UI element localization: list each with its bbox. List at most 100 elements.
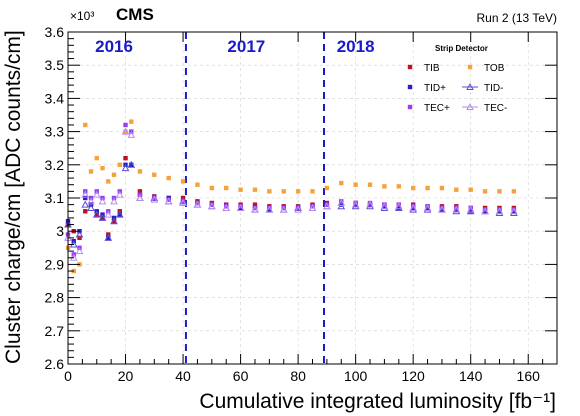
legend-entry-TEC-: TEC- (462, 102, 507, 114)
x-tick-label: 60 (233, 368, 249, 384)
data-point (110, 217, 118, 225)
data-point (87, 203, 95, 211)
data-point (127, 130, 136, 138)
data-point (425, 204, 430, 209)
data-point (511, 189, 517, 194)
x-tick-label: 120 (401, 368, 425, 384)
data-point (224, 204, 229, 209)
data-point (195, 182, 200, 187)
data-point (366, 200, 374, 208)
data-point (117, 162, 122, 167)
y-axis-title: Cluster charge/cm [ADC counts/cm] (2, 30, 25, 364)
data-point (410, 204, 416, 209)
data-point (136, 193, 144, 201)
run-label: Run 2 (13 TeV) (477, 11, 558, 25)
data-point (324, 202, 330, 207)
legend-label: TEC- (484, 103, 507, 114)
legend-entry-TEC+: TEC+ (407, 103, 450, 114)
data-point (466, 207, 475, 215)
data-point (468, 187, 473, 192)
x-axis: 0 20 40 60 80 100 120 140 160 (64, 32, 558, 384)
data-point (482, 207, 488, 212)
year-label: 2018 (337, 37, 375, 56)
data-point (123, 129, 128, 134)
legend-entry-TIB: TIB (407, 63, 440, 74)
data-point (337, 202, 346, 210)
legend-label: TID+ (424, 83, 446, 94)
data-point (238, 204, 243, 209)
data-point (75, 230, 84, 238)
data-point (468, 205, 473, 211)
data-point (222, 203, 231, 211)
legend-marker (407, 84, 413, 90)
data-point (337, 198, 346, 206)
legend-label: TID- (484, 83, 503, 94)
data-point (495, 207, 504, 215)
y-tick-label: 3.3 (45, 124, 65, 140)
data-point (88, 169, 94, 174)
data-point (83, 122, 88, 128)
legend: Strip Detector TIB TOB TID+ TID- TEC+ TEC- (407, 44, 507, 114)
data-point (396, 202, 401, 207)
data-point (323, 202, 331, 210)
data-point (339, 199, 344, 204)
data-point (121, 127, 130, 135)
data-point (423, 205, 432, 213)
data-point (367, 182, 373, 187)
data-point (115, 190, 124, 198)
data-point (452, 205, 461, 213)
data-point (351, 202, 360, 210)
data-point (339, 202, 344, 207)
data-point (495, 208, 504, 216)
data-point (481, 207, 489, 215)
data-point (100, 215, 105, 221)
data-point (425, 185, 430, 191)
year-boundaries (184, 32, 326, 364)
data-point (117, 212, 122, 217)
data-point (497, 207, 502, 212)
data-point (87, 197, 95, 205)
year-label: 2016 (95, 37, 133, 56)
data-point (511, 207, 517, 212)
x-tick-label: 80 (290, 368, 306, 384)
data-point (193, 200, 202, 208)
data-point (394, 202, 403, 210)
data-point (195, 200, 200, 206)
legend-label: TIB (424, 63, 440, 74)
data-point (123, 155, 128, 161)
data-point (267, 189, 272, 194)
data-point (77, 235, 82, 241)
data-point (238, 187, 243, 192)
legend-entry-TID-: TID- (462, 82, 503, 94)
x-tick-label: 20 (118, 368, 134, 384)
data-point (129, 162, 134, 167)
data-point (281, 189, 286, 194)
data-point (308, 203, 317, 211)
legend-label: TOB (484, 63, 505, 74)
data-point (137, 169, 143, 174)
data-point (454, 205, 459, 211)
data-point (111, 219, 117, 224)
data-point (295, 205, 301, 211)
y-tick-label: 2.7 (45, 323, 65, 339)
data-point (468, 209, 473, 214)
data-point (367, 200, 373, 206)
data-point (100, 165, 105, 171)
data-point (92, 210, 101, 218)
experiment-label: CMS (116, 5, 154, 24)
data-point (466, 205, 475, 213)
x-axis-title: Cumulative integrated luminosity [fb⁻¹] (199, 390, 556, 413)
data-point (166, 175, 171, 181)
x-tick-label: 140 (459, 368, 483, 384)
legend-title: Strip Detector (435, 44, 488, 53)
y-tick-label: 3.5 (45, 57, 65, 73)
y-tick-label: 2.9 (45, 256, 65, 272)
data-point (339, 180, 344, 186)
data-point (121, 164, 130, 172)
legend-marker (407, 64, 413, 70)
data-point (279, 205, 288, 213)
y-tick-label: 3.2 (45, 157, 65, 173)
data-point (409, 203, 418, 211)
data-point (382, 202, 387, 207)
